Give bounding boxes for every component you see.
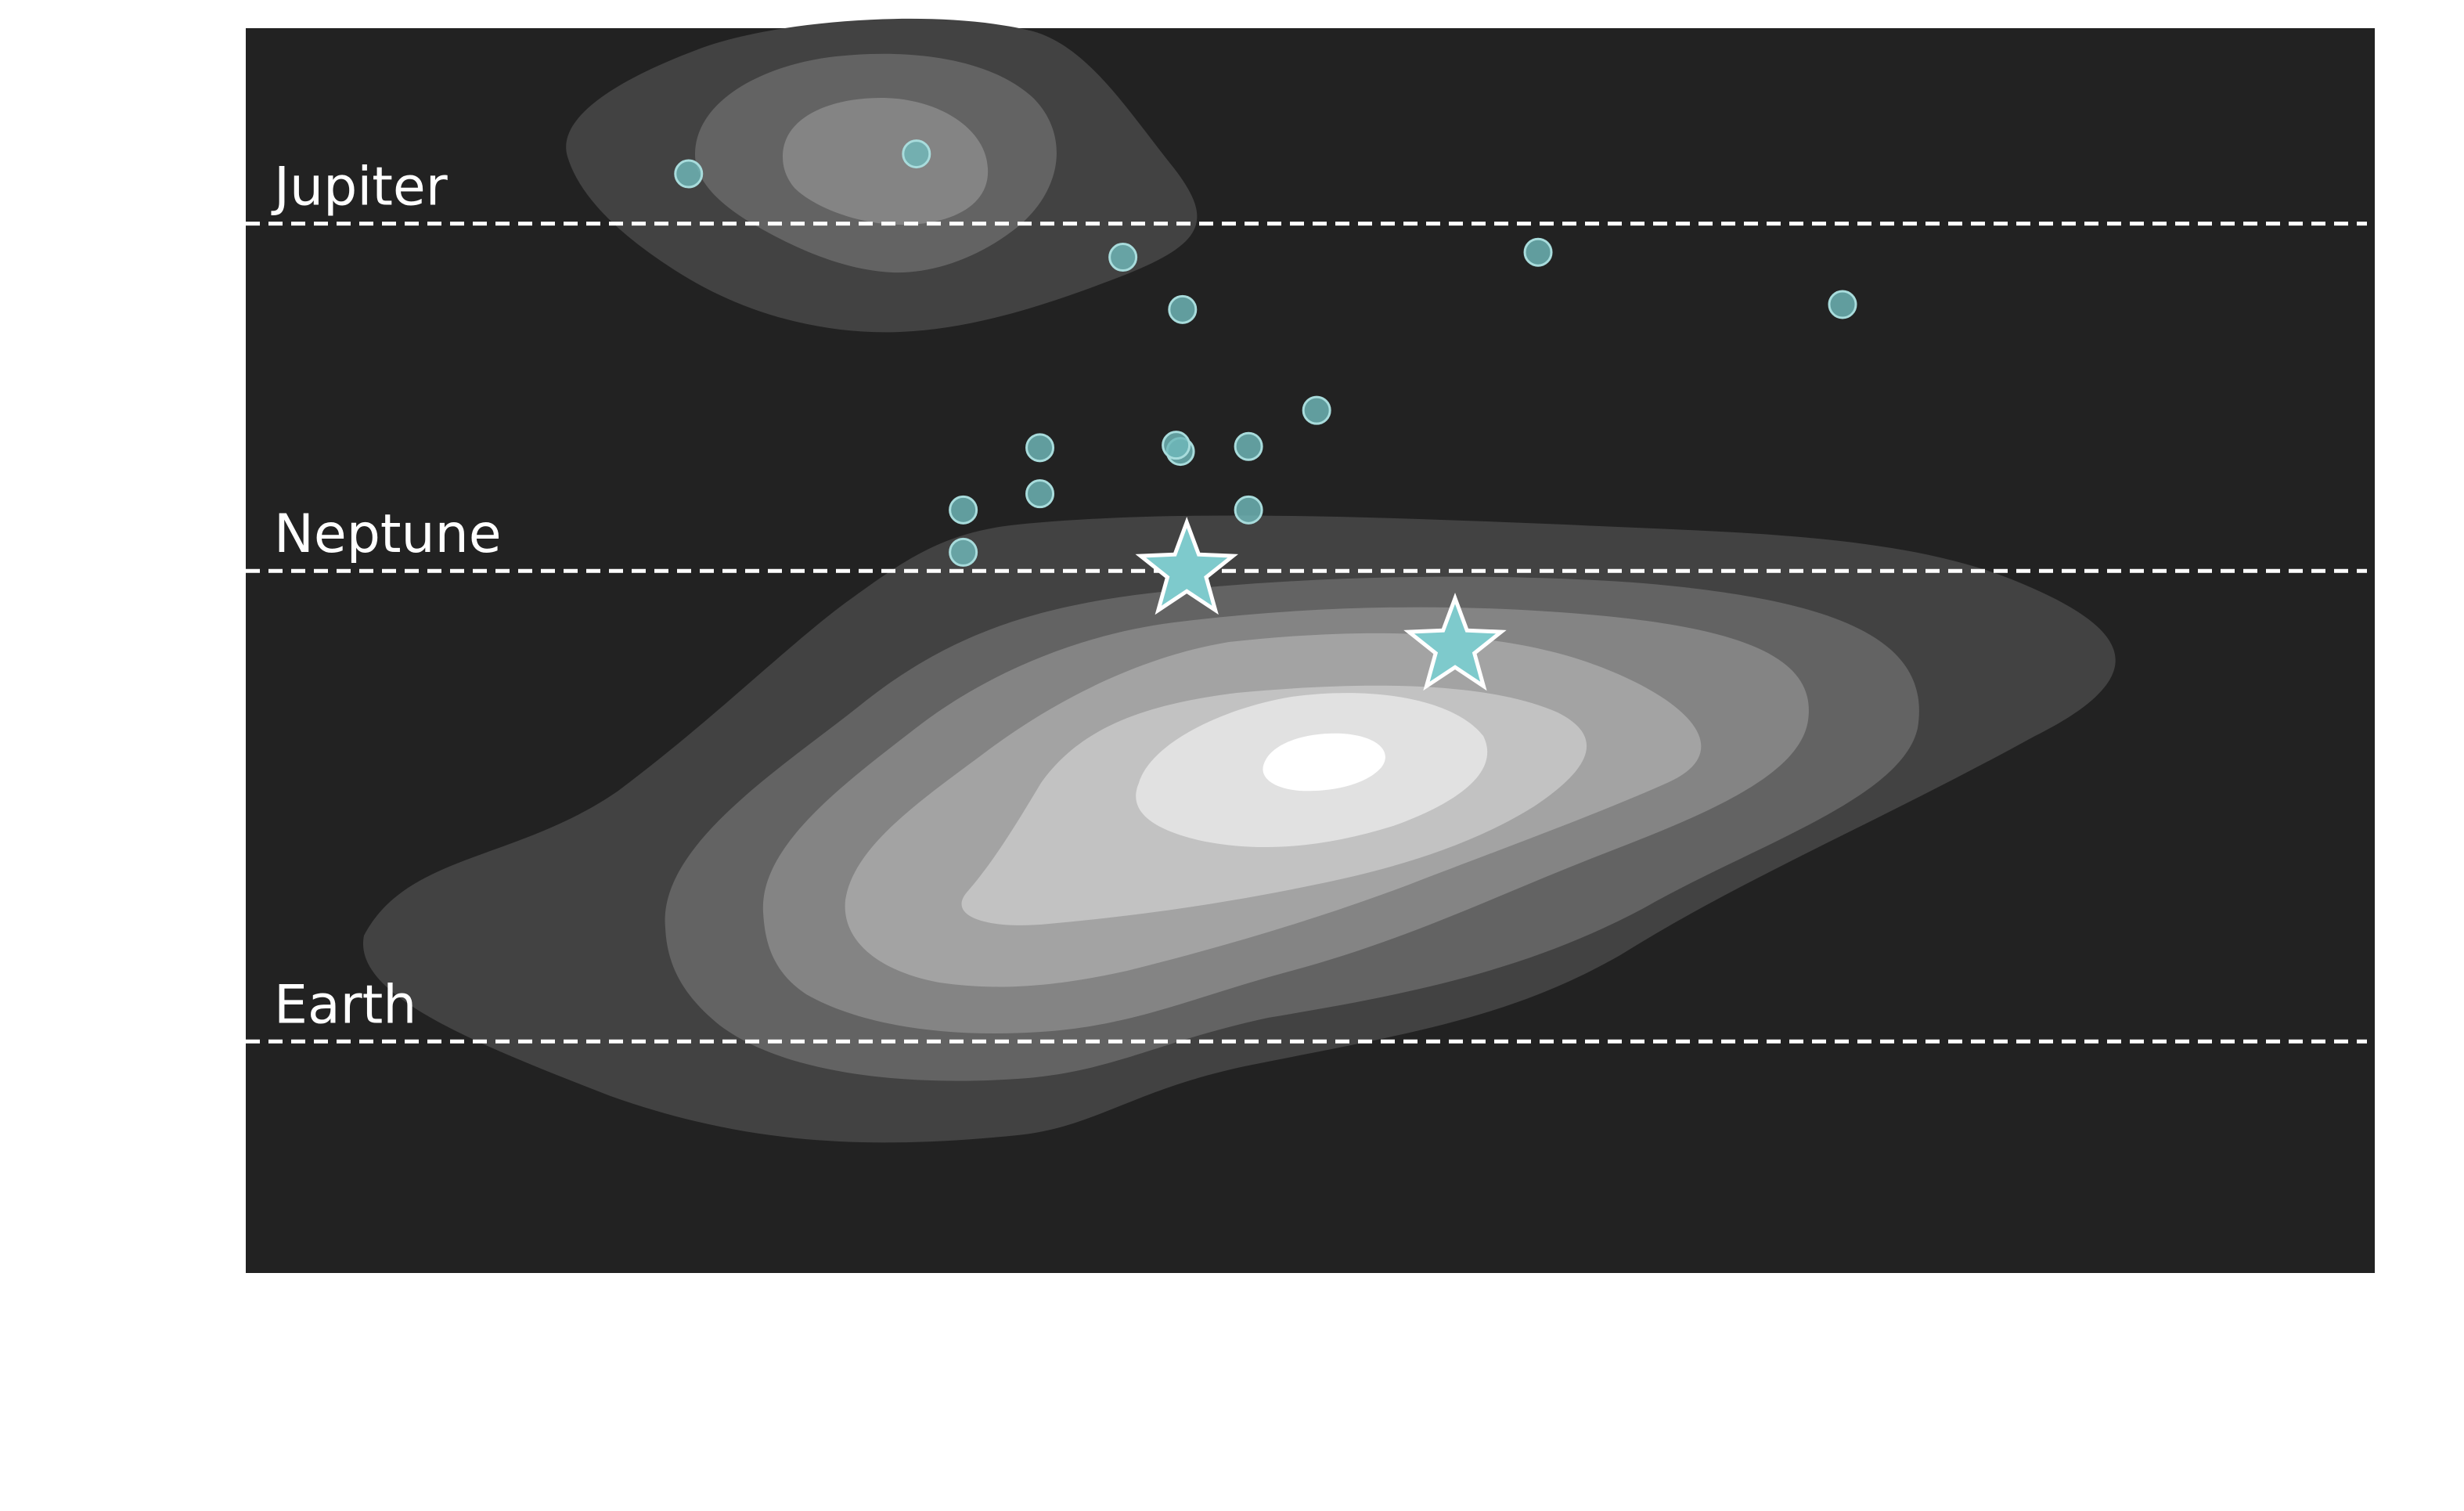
scatter-point xyxy=(1828,290,1857,319)
scatter-point xyxy=(1168,294,1198,324)
scatter-point xyxy=(1025,479,1055,509)
scatter-point xyxy=(674,159,704,189)
highlighted-points xyxy=(1135,517,1507,691)
scatter-point xyxy=(1108,243,1138,272)
scatter-point xyxy=(1234,495,1263,525)
scatter-point xyxy=(949,495,978,525)
scatter-point xyxy=(902,139,931,169)
scatter-point xyxy=(1234,431,1263,461)
scatter-point xyxy=(1025,433,1055,463)
highlighted-star xyxy=(1403,593,1507,691)
reference-lines: Jupiter Neptune Earth xyxy=(246,157,2367,1044)
scatter-point xyxy=(1302,395,1331,425)
scatter-point xyxy=(1162,431,1191,460)
density-contour-main-7 xyxy=(1263,733,1385,792)
reference-label-neptune: Neptune xyxy=(274,503,502,565)
density-contours xyxy=(362,18,2116,1143)
highlighted-star xyxy=(1135,517,1238,615)
reference-label-jupiter: Jupiter xyxy=(271,157,448,218)
data-points xyxy=(674,139,1857,567)
reference-label-earth: Earth xyxy=(274,974,416,1036)
scatter-point xyxy=(1523,237,1553,267)
scatter-point xyxy=(949,537,978,567)
density-contour-top-3 xyxy=(783,98,989,225)
